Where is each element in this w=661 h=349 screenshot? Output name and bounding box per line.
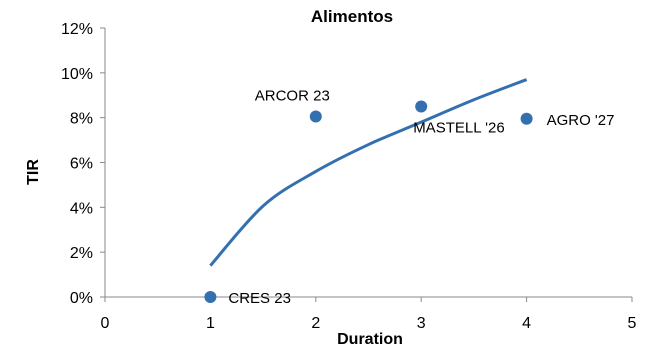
- y-tick-label: 2%: [70, 245, 93, 262]
- data-point: [415, 100, 428, 113]
- x-tick-label: 0: [101, 315, 110, 332]
- x-tick-label: 2: [311, 315, 320, 332]
- y-axis-title: TIR: [25, 159, 42, 185]
- y-tick-label: 12%: [61, 21, 93, 38]
- x-axis-title: Duration: [337, 331, 403, 348]
- x-tick-label: 4: [522, 315, 531, 332]
- y-tick-label: 8%: [70, 111, 93, 128]
- chart-title: Alimentos: [311, 7, 393, 26]
- data-point: [309, 110, 322, 123]
- data-points: CRES 23 ARCOR 23 MASTELL '26 AGRO '27: [204, 88, 614, 307]
- data-point-label: AGRO '27: [547, 112, 615, 129]
- x-tick-label: 1: [206, 315, 215, 332]
- plot-area: 0% 2% 4% 6% 8% 10% 12% 0 1 2 3 4 5 CRES 23 ARCOR 23 M…: [61, 21, 637, 332]
- trendline: [209, 78, 528, 267]
- data-point: [520, 112, 533, 125]
- data-point-label: ARCOR 23: [255, 88, 330, 105]
- x-tick-labels: 0 1 2 3 4 5: [101, 297, 637, 332]
- y-tick-label: 6%: [70, 156, 93, 173]
- y-tick-label: 4%: [70, 200, 93, 217]
- x-tick-label: 5: [628, 315, 637, 332]
- y-tick-labels: 0% 2% 4% 6% 8% 10% 12%: [61, 21, 105, 307]
- data-point: [204, 291, 217, 303]
- y-tick-label: 0%: [70, 290, 93, 307]
- data-point-label: CRES 23: [228, 290, 291, 307]
- data-point-label: MASTELL '26: [413, 119, 505, 136]
- y-tick-label: 10%: [61, 66, 93, 83]
- x-tick-label: 3: [417, 315, 426, 332]
